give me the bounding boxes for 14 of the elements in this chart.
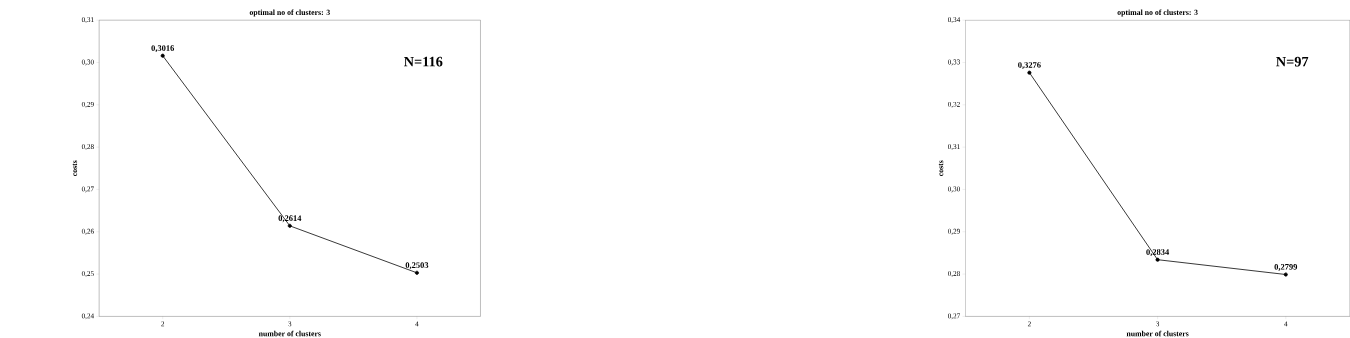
data-label: 0,3016: [151, 44, 175, 52]
point: [1155, 257, 1160, 262]
data-label: 0,2799: [1274, 263, 1298, 271]
point: [160, 53, 165, 58]
point: [414, 270, 419, 275]
annotation: N=116: [404, 56, 443, 67]
point: [287, 223, 292, 228]
point: [1283, 272, 1288, 277]
data-label: 0,2614: [278, 215, 302, 223]
annotation: N=97: [1276, 56, 1309, 67]
data-label: 0,2834: [1146, 248, 1170, 256]
point: [1027, 70, 1032, 75]
data-label: 0,3276: [1018, 61, 1041, 69]
data-label: 0,2503: [405, 262, 429, 269]
